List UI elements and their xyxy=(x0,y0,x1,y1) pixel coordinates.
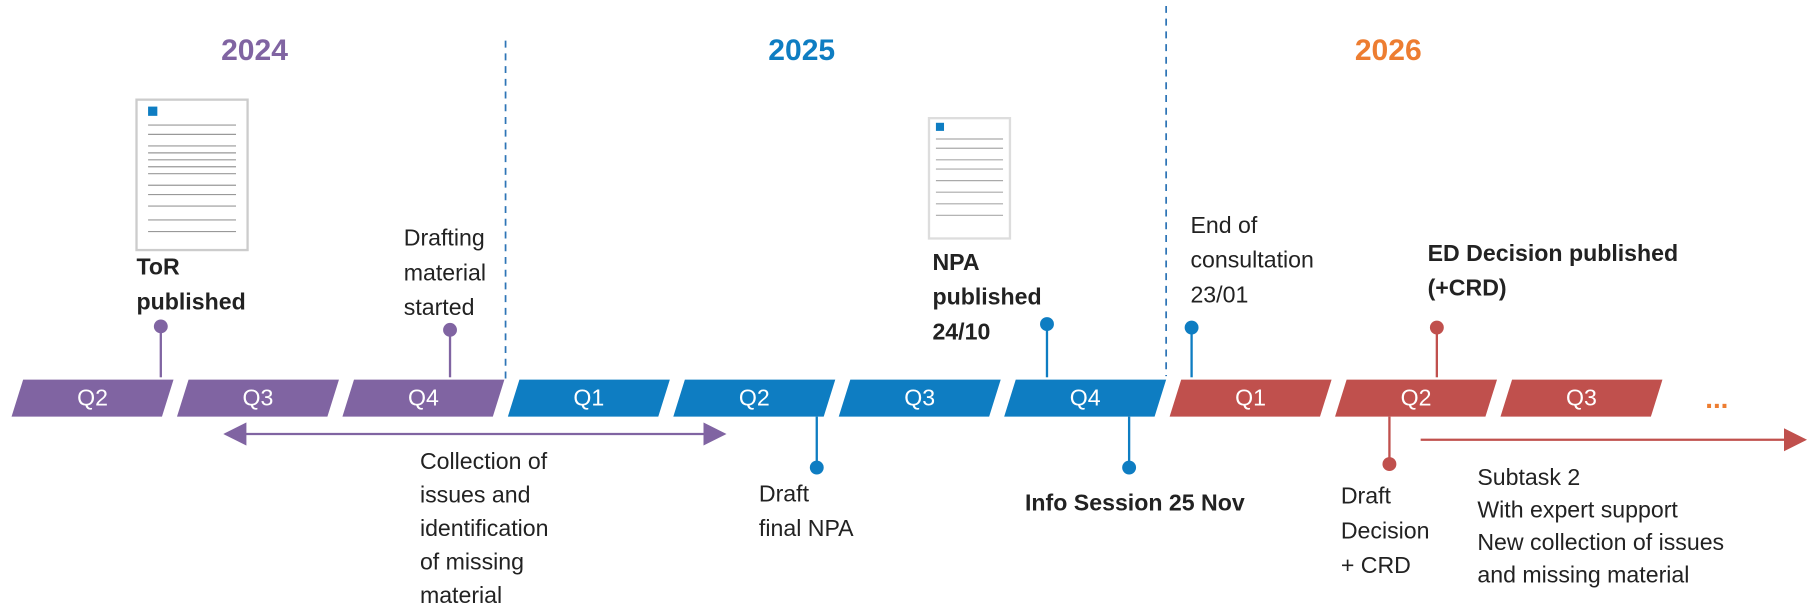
event-label: Drafting xyxy=(404,225,485,251)
quarter-label: Q2 xyxy=(739,384,770,410)
quarter-label: Q1 xyxy=(1235,384,1266,410)
pin-dot xyxy=(1185,321,1199,335)
event-label: + CRD xyxy=(1341,552,1411,578)
year-label: 2026 xyxy=(1355,34,1422,67)
page: 2024 2025 2026 Q2 Q3 Q4 Q1 Q2 Q3 Q4 Q1 Q2 Q3... ToR pu… xyxy=(0,0,1814,610)
event-label: End of xyxy=(1190,212,1257,238)
quarter-label: Q3 xyxy=(904,384,935,410)
quarter-label: Q1 xyxy=(573,384,604,410)
pin-dot xyxy=(1040,317,1054,331)
event-label: 24/10 xyxy=(932,318,990,344)
event-label: final NPA xyxy=(759,515,854,541)
event-label: Decision xyxy=(1341,517,1430,543)
range-label: issues and xyxy=(420,482,531,508)
event-label: material xyxy=(404,259,486,285)
pin-dot xyxy=(443,323,457,337)
event-label: consultation xyxy=(1190,247,1313,273)
range-label: and missing material xyxy=(1477,561,1689,587)
year-label: 2025 xyxy=(768,34,835,67)
event-label: (+CRD) xyxy=(1428,274,1507,300)
doc-thumbnail xyxy=(929,118,1010,238)
quarter-label: Q2 xyxy=(1401,384,1432,410)
range-label: With expert support xyxy=(1477,497,1678,523)
range-label: identification xyxy=(420,515,549,541)
quarter-label: Q3 xyxy=(243,384,274,410)
quarter-label: Q2 xyxy=(77,384,108,410)
quarter-label: Q4 xyxy=(1070,384,1101,410)
range-label: of missing xyxy=(420,549,524,575)
event-label: published xyxy=(137,288,246,314)
timeline: 2024 2025 2026 Q2 Q3 Q4 Q1 Q2 Q3 Q4 Q1 Q2 Q3... ToR pu… xyxy=(0,0,1814,610)
range-label: material xyxy=(420,582,502,608)
quarter-label: Q3 xyxy=(1566,384,1597,410)
event-label: ToR xyxy=(137,254,181,280)
pin-dot xyxy=(1122,461,1136,475)
range-label: New collection of issues xyxy=(1477,529,1724,555)
range-label: Subtask 2 xyxy=(1477,464,1580,490)
event-label: started xyxy=(404,294,475,320)
event-label: published xyxy=(932,284,1041,310)
event-label: 23/01 xyxy=(1190,281,1248,307)
event-label: Draft xyxy=(759,480,810,506)
range-label: Collection of xyxy=(420,448,548,474)
pin-dot xyxy=(154,319,168,333)
year-label: 2024 xyxy=(221,34,288,67)
pin-dot xyxy=(810,461,824,475)
pin-dot xyxy=(1382,457,1396,471)
event-label: Info Session 25 Nov xyxy=(1025,490,1245,516)
pin-dot xyxy=(1430,321,1444,335)
event-label: NPA xyxy=(932,249,979,275)
event-label: Draft xyxy=(1341,483,1392,509)
event-label: ED Decision published xyxy=(1428,240,1679,266)
quarter-label: Q4 xyxy=(408,384,439,410)
ellipsis: ... xyxy=(1705,383,1728,414)
doc-thumbnail xyxy=(137,100,248,250)
